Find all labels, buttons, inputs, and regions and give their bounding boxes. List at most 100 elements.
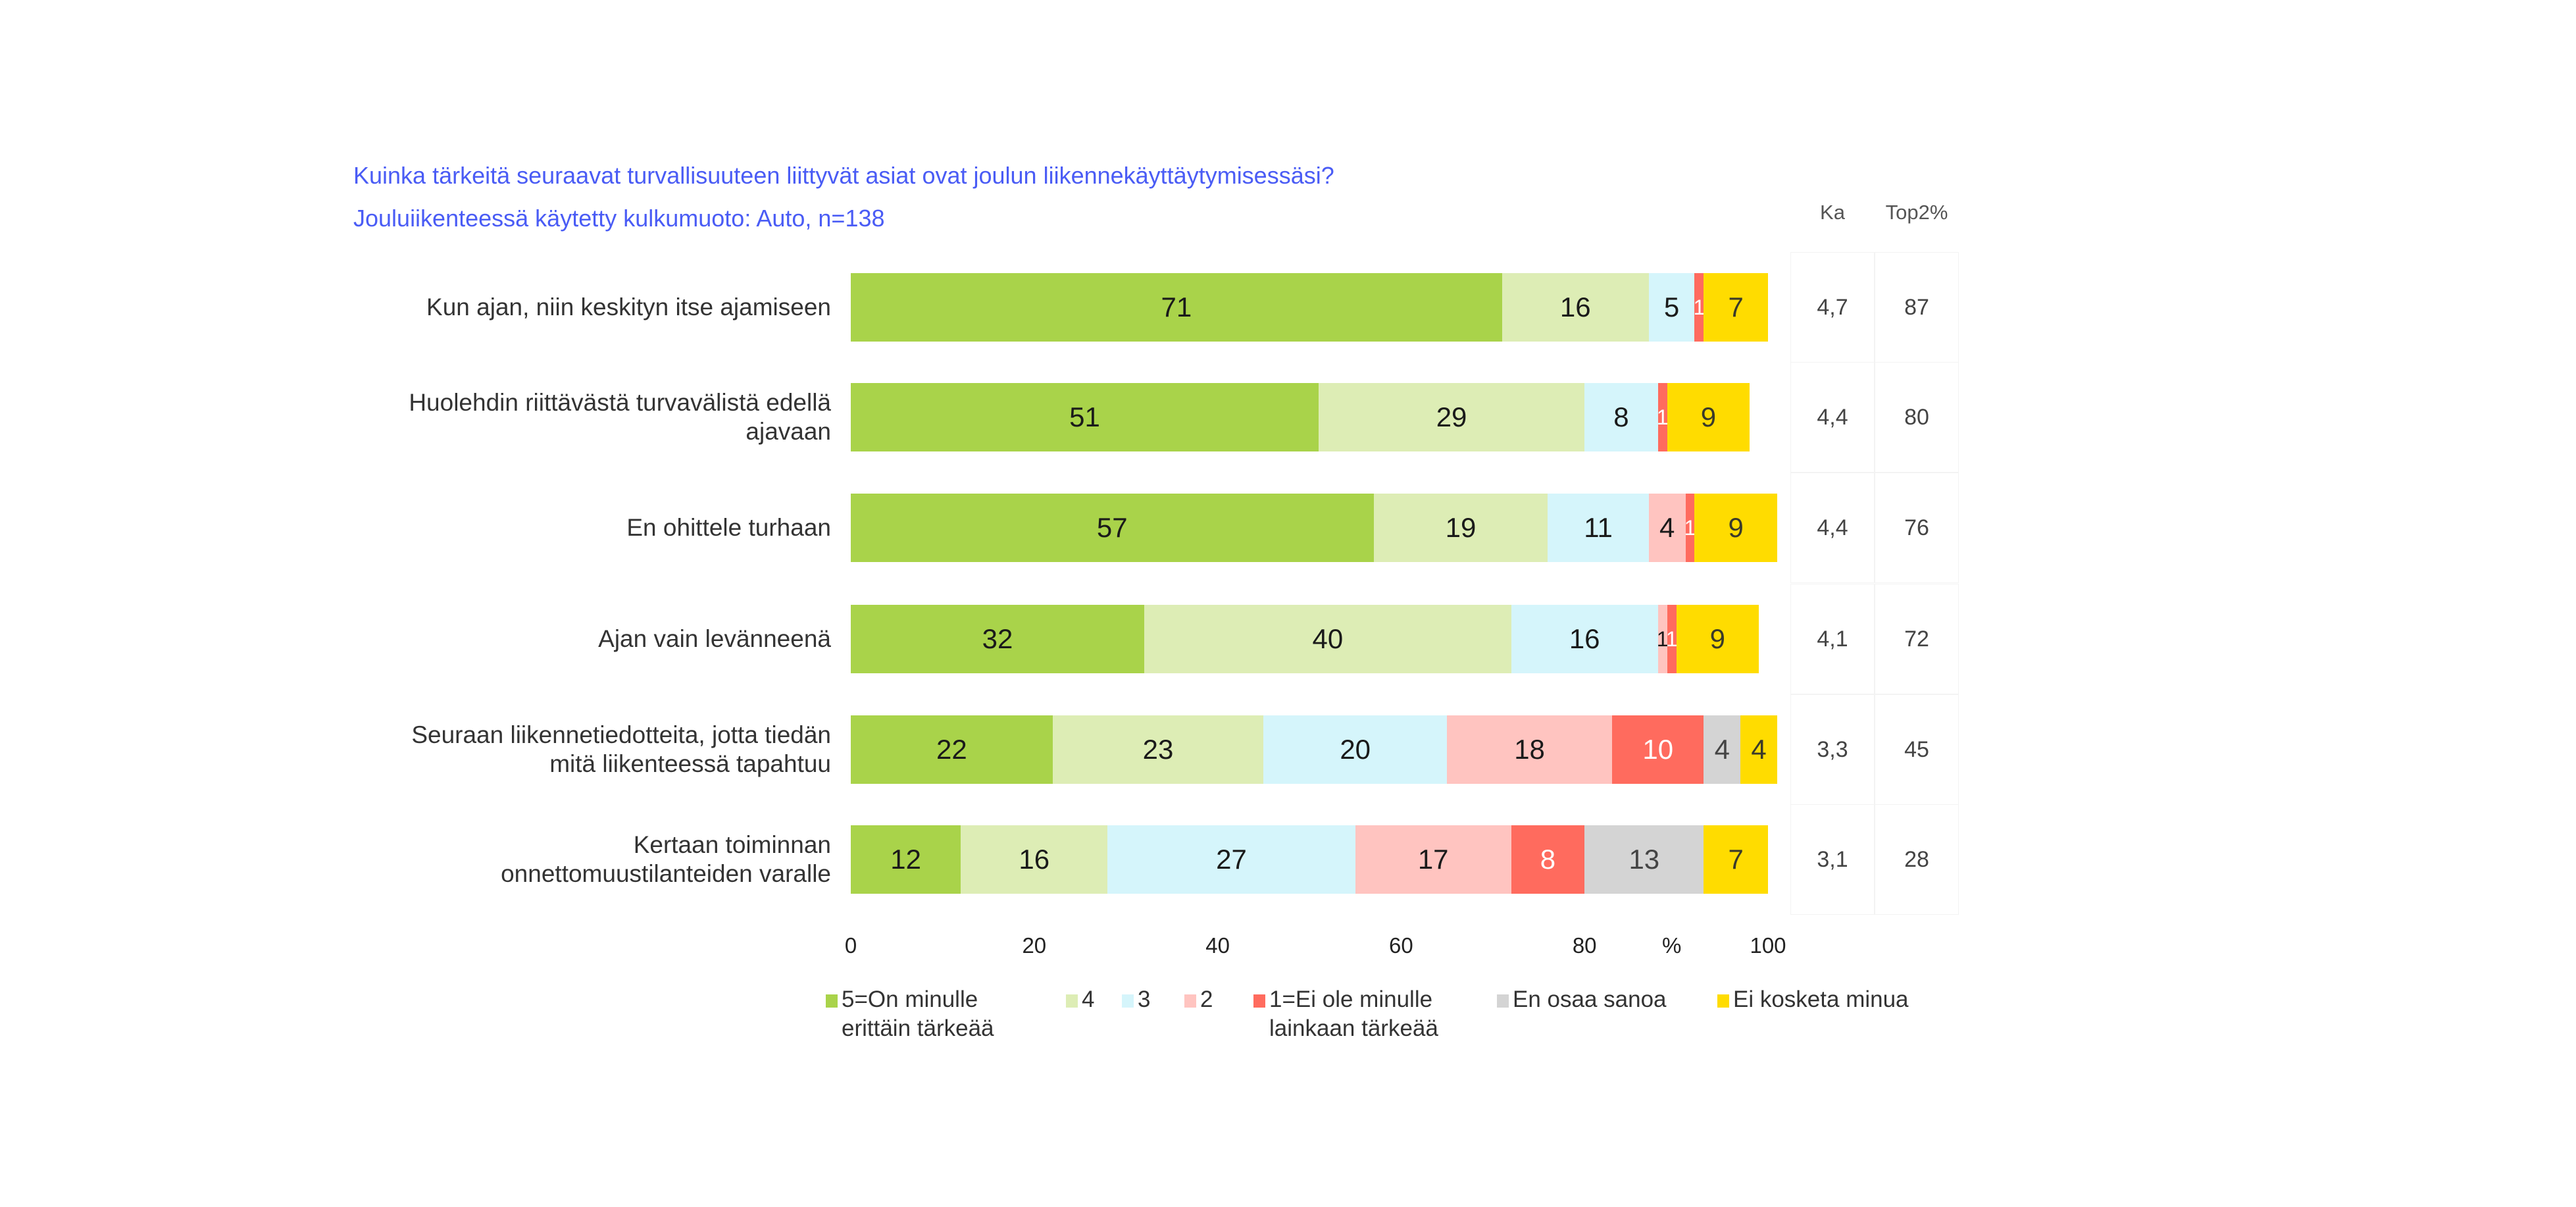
bar-segment: 8 [1511,825,1585,894]
category-label-line: ajavaan [745,418,831,445]
bar-segment: 17 [1355,825,1511,894]
legend-label: 4 [1082,985,1094,1014]
bar-segment: 1 [1656,605,1669,673]
legend-label-line: 4 [1082,987,1095,1012]
legend-label-line: erittäin tärkeää [842,1015,994,1041]
legend-swatch [1066,994,1078,1008]
bar-segment: 5 [1648,273,1695,342]
ka-value: 4,4 [1790,362,1875,473]
data-label: 7 [1728,844,1744,875]
bar-segment: 51 [851,383,1319,451]
legend-label-line: 2 [1200,987,1213,1012]
data-label: 4 [1659,512,1675,543]
legend-label: En osaa sanoa [1513,985,1667,1014]
category-label: Huolehdin riittävästä turvavälistä edell… [331,388,831,446]
ka-value: 4,7 [1790,252,1875,363]
data-label: 16 [1019,844,1050,875]
x-tick-label: 100 [1750,933,1786,958]
data-label: 8 [1540,844,1556,875]
data-label: 23 [1142,734,1174,765]
data-label: 7 [1728,292,1744,322]
category-label: En ohittele turhaan [331,513,831,542]
bar-segment: 40 [1144,605,1511,673]
data-label: 29 [1436,401,1467,432]
data-label: 9 [1709,623,1725,654]
legend-label-line: 5=On minulle [842,987,978,1012]
top2-column-header: Top2% [1885,201,1948,224]
legend-item: 3 [1122,985,1150,1014]
top2-value: 76 [1875,473,1959,583]
data-label: 1 [1656,627,1669,651]
data-label: 17 [1417,844,1449,875]
ka-column-header: Ka [1820,201,1845,224]
ka-value: 3,3 [1790,694,1875,805]
legend-label-line: 1=Ei ole minulle [1269,987,1433,1012]
data-label: 8 [1613,401,1629,432]
data-label: 18 [1514,734,1545,765]
legend-label: Ei kosketa minua [1733,985,1909,1014]
data-label: 27 [1216,844,1247,875]
ka-value: 3,1 [1790,804,1875,915]
bar-segment: 71 [851,273,1502,342]
data-label: 40 [1312,623,1344,654]
data-label: 12 [890,844,921,875]
bar-segment: 11 [1548,494,1649,562]
bar-segment: 1 [1694,273,1705,342]
data-label: 1 [1665,627,1678,651]
bar-segment: 9 [1694,494,1777,562]
category-label: Ajan vain levänneenä [331,625,831,654]
chart-title: Kuinka tärkeitä seuraavat turvallisuutee… [353,162,1334,189]
legend-swatch [1717,994,1729,1008]
bar-segment: 12 [851,825,961,894]
bar-segment: 4 [1648,494,1686,562]
data-label: 16 [1559,292,1591,322]
bar-segment: 7 [1704,273,1768,342]
top2-value: 45 [1875,694,1959,805]
category-label-line: Kertaan toiminnan [633,831,831,858]
category-label-line: En ohittele turhaan [626,514,831,541]
category-label-line: Ajan vain levänneenä [598,625,831,652]
bar-segment: 8 [1584,383,1658,451]
legend-item: En osaa sanoa [1497,985,1667,1014]
top2-value: 80 [1875,362,1959,473]
legend-item: 5=On minulle erittäin tärkeää [826,985,994,1043]
data-label: 13 [1629,844,1660,875]
x-tick-label: 40 [1205,933,1230,958]
bar-segment: 29 [1318,383,1585,451]
legend-swatch [1122,994,1134,1008]
data-label: 22 [936,734,967,765]
category-label: Seuraan liikennetiedotteita, jotta tiedä… [331,721,831,779]
bar-segment: 4 [1704,715,1741,784]
legend-item: 4 [1066,985,1094,1014]
bar-segment: 10 [1612,715,1704,784]
top2-value: 28 [1875,804,1959,915]
category-label-line: onnettomuustilanteiden varalle [501,860,831,887]
legend-label-line: Ei kosketa minua [1733,987,1909,1012]
data-label: 11 [1584,512,1613,543]
bar-segment: 32 [851,605,1145,673]
ka-value: 4,1 [1790,584,1875,694]
bar-segment: 4 [1740,715,1777,784]
x-tick-label: 0 [844,933,857,958]
legend-swatch [826,994,838,1008]
x-tick-label: 60 [1389,933,1413,958]
data-label: 16 [1569,623,1600,654]
data-label: 20 [1340,734,1371,765]
data-label: 1 [1684,515,1696,540]
data-label: 10 [1642,734,1674,765]
data-label: 57 [1096,512,1128,543]
bar-segment: 23 [1052,715,1264,784]
legend-swatch [1497,994,1509,1008]
bar-segment: 18 [1447,715,1612,784]
x-tick-label: 20 [1022,933,1047,958]
bar-segment: 9 [1676,605,1759,673]
category-label: Kun ajan, niin keskityn itse ajamiseen [331,293,831,322]
data-label: 1 [1656,405,1669,429]
bar-segment: 19 [1373,494,1548,562]
x-tick-label: 80 [1572,933,1597,958]
data-label: 4 [1714,734,1730,765]
bar-segment: 7 [1704,825,1768,894]
bar-segment: 16 [1502,273,1649,342]
chart-subtitle: Jouluiikenteessä käytetty kulkumuoto: Au… [353,205,885,232]
data-label: 19 [1445,512,1477,543]
